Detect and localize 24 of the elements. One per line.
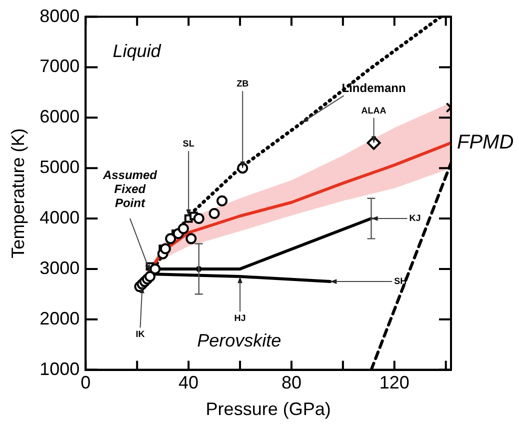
annotation: SL [182,138,195,148]
x-tick-label: 120 [379,372,410,393]
y-tick-label: 5000 [40,157,80,178]
annotation: KJ [409,213,421,223]
annotation: HJ [234,312,246,323]
y-tick-label: 3000 [40,258,80,278]
x-tick-label: 0 [80,372,91,393]
annotation: Perovskite [197,330,282,351]
annotation: Liquid [112,41,162,62]
annotation: ZB [236,78,250,89]
y-tick-label: 4000 [40,207,80,228]
y-tick-label: 7000 [40,56,80,76]
annotation: IK [136,329,146,340]
x-tick-label: 40 [178,372,199,393]
y-tick-label: 2000 [40,308,80,328]
annotation: Assumed Fixed Point [102,168,158,210]
y-tick-label: 1000 [40,358,80,379]
y-tick-label: 6000 [40,106,80,127]
annotation: FPMD [457,131,514,154]
x-tick-label: 80 [281,372,302,393]
y-tick-label: 8000 [40,6,80,26]
x-axis-title: Pressure (GPa) [206,399,331,420]
y-axis-title: Temperature (K) [8,128,28,258]
annotation: ALAA [361,105,387,116]
